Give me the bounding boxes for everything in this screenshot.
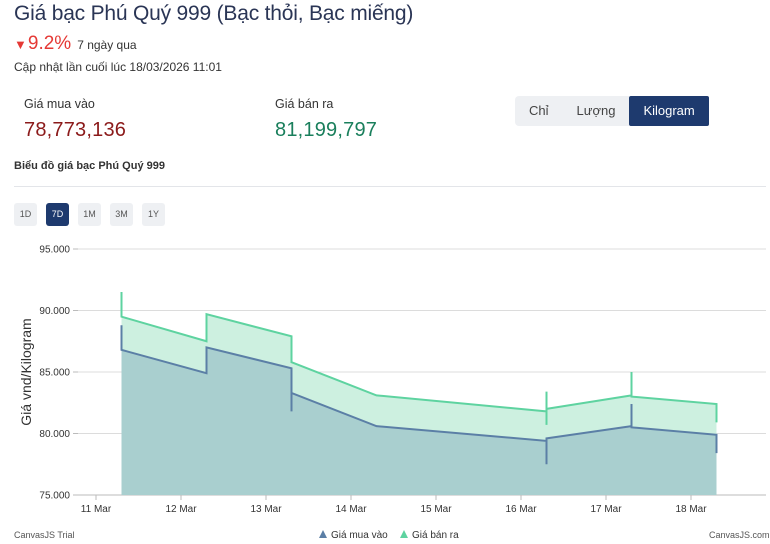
buy-price-value: 78,773,136 (24, 119, 127, 141)
credit-left: CanvasJS Trial (14, 530, 75, 540)
range-7d-button[interactable]: 7D (46, 203, 69, 226)
y-tick-label: 85.000 (39, 368, 70, 379)
buy-area (121, 325, 717, 495)
unit-tab-chi[interactable]: Chỉ (515, 96, 563, 126)
page-title: Giá bạc Phú Quý 999 (Bạc thỏi, Bạc miếng… (14, 2, 414, 25)
y-tick-label: 80.000 (39, 429, 70, 440)
x-tick-label: 18 Mar (675, 504, 707, 515)
x-tick-label: 12 Mar (165, 504, 197, 515)
price-change: ▼ 9.2% 7 ngày qua (14, 33, 137, 55)
x-tick-label: 17 Mar (590, 504, 622, 515)
legend-marker (400, 530, 408, 538)
x-tick-label: 11 Mar (81, 504, 112, 515)
divider (14, 186, 766, 187)
legend-label: Giá bán ra (412, 530, 459, 541)
unit-tab-luong[interactable]: Lượng (562, 96, 630, 126)
buy-line (120, 325, 718, 465)
y-axis-label: Giá vnd/Kilogram (18, 318, 34, 425)
unit-selector: Chỉ Lượng Kilogram (515, 96, 709, 126)
last-updated: Cập nhật lần cuối lúc 18/03/2026 11:01 (14, 60, 222, 74)
sell-price-value: 81,199,797 (275, 119, 378, 141)
range-1d-button[interactable]: 1D (14, 203, 37, 226)
buy-price-label: Giá mua vào (24, 97, 95, 111)
x-tick-label: 14 Mar (335, 504, 367, 515)
y-tick-label: 90.000 (39, 306, 70, 317)
x-tick-label: 16 Mar (505, 504, 537, 515)
chart-title: Biểu đồ giá bạc Phú Quý 999 (14, 160, 165, 172)
y-tick-label: 95.000 (39, 245, 70, 256)
unit-tab-kilogram[interactable]: Kilogram (629, 96, 709, 126)
range-1m-button[interactable]: 1M (78, 203, 101, 226)
x-tick-label: 15 Mar (420, 504, 452, 515)
range-3m-button[interactable]: 3M (110, 203, 133, 226)
range-selector: 1D 7D 1M 3M 1Y (14, 203, 174, 226)
sell-price-label: Giá bán ra (275, 97, 334, 111)
legend-marker (319, 530, 327, 538)
sell-line (120, 292, 718, 425)
x-tick-label: 13 Mar (250, 504, 282, 515)
credit-right[interactable]: CanvasJS.com (709, 530, 770, 540)
range-1y-button[interactable]: 1Y (142, 203, 165, 226)
down-arrow-icon: ▼ (14, 37, 27, 52)
y-tick-label: 75.000 (39, 491, 70, 502)
legend-label: Giá mua vào (331, 530, 388, 541)
change-period: 7 ngày qua (77, 38, 137, 52)
change-percent: 9.2% (27, 33, 72, 54)
